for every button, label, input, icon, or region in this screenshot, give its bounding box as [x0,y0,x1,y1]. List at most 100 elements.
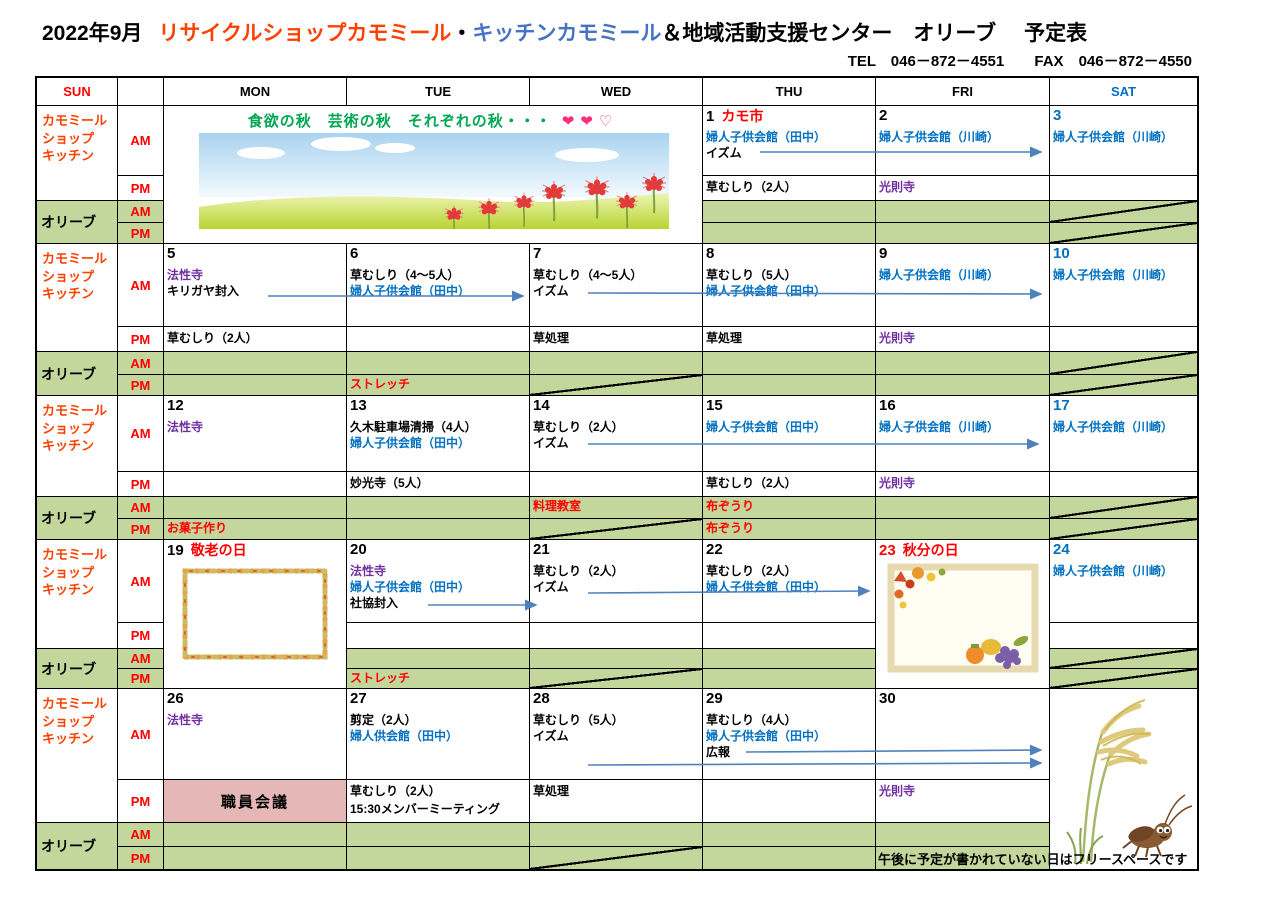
pm-cell [1050,472,1197,496]
event-text: 法性寺 [350,564,387,578]
event-text: 草むしり（2人） [350,784,441,798]
day-header-sun: SUN [37,78,117,105]
pm-cell: 妙光寺（5人） [347,472,529,496]
tel-fax-line: TEL 046－872－4551 FAX 046－872－4550 [848,50,1192,71]
day-cell-sep16: 16 婦人子供会館（川崎） [876,396,1049,471]
event-text: 社協封入 [350,596,399,610]
footer-note: 午後に予定が書かれていない日はフリースペースです [878,852,1188,867]
day-cell-sep14: 14 草むしり（2人） イズム [530,396,702,471]
event-text: 草むしり（2人） [167,331,258,345]
olive-am-cell [347,823,529,846]
event-text: 剪定（2人） [350,713,417,727]
olive-am-cell [530,649,702,668]
day-cell-sep22: 22 草むしり（2人） 婦人子供会館（田中） [703,540,875,622]
olive-pm-cell [876,223,1049,243]
event-text: 妙光寺（5人） [350,476,429,490]
olive-pm-cell-closed [1050,375,1197,395]
event-text: 布ぞうり [706,521,755,535]
olive-am-cell [876,201,1049,222]
title-shop-name: リサイクルショップカモミール [158,22,452,45]
pm-cell: 草むしり（2人） [703,176,875,200]
title-kitchen-name: キッチンカモミール [472,22,662,45]
event-text: ストレッチ [350,377,411,391]
pm-cell: 草処理 [530,780,702,822]
day-header-thu: THU [703,78,875,105]
olive-am-cell [530,823,702,846]
pm-label: PM [118,327,163,351]
event-text: 法性寺 [167,420,204,434]
pm-cell: 草処理 [530,327,702,351]
date-number: 22 [706,541,723,558]
event-text: イズム [706,146,742,160]
event-text: 料理教室 [533,499,582,513]
kamomile-label-line: キッチン [42,731,95,747]
event-text: 草むしり（4～5人） [533,268,643,282]
date-number: 7 [533,245,542,262]
day-cell-sep3: 3 婦人子供会館（川崎） [1050,106,1197,175]
fax-number: FAX 046－872－4550 [1034,53,1192,70]
day-cell-sep8: 8 草むしり（5人） 婦人子供会館（田中） [703,244,875,326]
title-dot: ・ [451,22,473,45]
pm-cell: 草むしり（2人） 15:30メンバーミーティング [347,780,529,822]
event-text: イズム [533,580,569,594]
olive-am-cell [164,352,346,374]
event-text: キリガヤ封入 [167,284,240,298]
olive-am-cell-closed [1050,352,1197,374]
schedule-table: SUN MON TUE WED THU FRI SAT カモミール ショップ キ… [35,76,1199,871]
event-text: 草むしり（4～5人） [350,268,460,282]
date-number: 28 [533,690,550,707]
date-number: 9 [879,245,888,262]
olive-pm-cell-closed [530,847,702,869]
olive-am-cell-closed [1050,649,1197,668]
pm-cell: 草むしり（2人） [164,327,346,351]
olive-label: オリーブ [37,497,117,539]
event-text: 光則寺 [879,331,916,345]
event-text: イズム [533,436,569,450]
kamomile-label-line: カモミール [42,251,108,266]
event-text: 婦人子供会館（田中） [706,420,827,434]
olive-am-cell [164,823,346,846]
title-center-name: ＆地域活動支援センター オリーブ [661,22,997,45]
day-cell-sep28: 28 草むしり（5人） イズム [530,689,702,779]
event-text: 婦人子供会館（川崎） [1053,268,1174,282]
pm-label: PM [118,847,163,869]
day-cell-sep9: 9 婦人子供会館（川崎） [876,244,1049,326]
title-suffix: 予定表 [1024,22,1088,45]
olive-pm-cell: お菓子作り [164,519,346,539]
event-text: 草むしり（2人） [706,564,797,578]
event-text: 婦人子供会館（田中） [706,580,827,594]
day-cell-sep26: 26 法性寺 [164,689,346,779]
kamomile-label-line: カモミール [42,696,108,711]
event-text: 婦人子供会館（田中） [706,284,827,298]
date-number: 26 [167,690,184,707]
date-number: 30 [879,690,896,707]
olive-pm-cell [703,847,875,869]
day-cell-sep24: 24 婦人子供会館（川崎） [1050,540,1197,622]
am-label: AM [118,540,163,622]
day-header-mon: MON [164,78,346,105]
day-cell-sep17: 17 婦人子供会館（川崎） [1050,396,1197,471]
event-text: 婦人子供会館（川崎） [879,420,1000,434]
olive-label: オリーブ [37,649,117,688]
pm-cell: 草処理 [703,327,875,351]
date-number: 1 [706,108,715,125]
event-text: イズム [533,284,569,298]
olive-pm-cell [876,847,1049,869]
date-number: 12 [167,397,184,414]
kamomile-label-line: ショップ [42,564,95,580]
event-text: 光則寺 [879,784,916,798]
pm-cell: 光則寺 [876,780,1049,822]
pm-label: PM [118,472,163,496]
day-header-wed: WED [530,78,702,105]
olive-pm-cell [164,847,346,869]
event-text: 草むしり（2人） [533,564,624,578]
olive-pm-cell-closed [530,375,702,395]
day-cell-sep19-holiday: 19 敬老の日 [164,540,346,688]
event-text: 草むしり（5人） [706,268,797,282]
event-text: 婦人子供会館（川崎） [1053,564,1174,578]
pm-cell [530,472,702,496]
olive-pm-cell: ストレッチ [347,669,529,688]
pm-cell: 光則寺 [876,327,1049,351]
page-title: 2022年9月 リサイクルショップカモミール・キッチンカモミール＆地域活動支援セン… [42,17,1087,47]
holiday-label: 秋分の日 [902,542,959,558]
